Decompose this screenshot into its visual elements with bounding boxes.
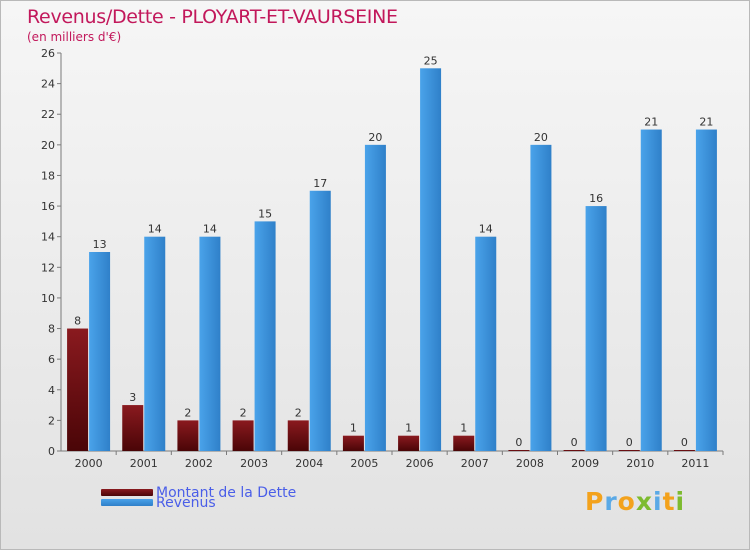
data-label-revenus: 15	[258, 207, 272, 220]
bar-revenus	[420, 68, 442, 452]
x-tick-label: 2006	[406, 457, 434, 470]
y-tick-label: 22	[41, 108, 55, 121]
data-label-dette: 2	[184, 406, 191, 419]
data-label-dette: 0	[681, 436, 688, 449]
data-label-dette: 3	[129, 391, 136, 404]
bar-revenus	[199, 236, 221, 451]
data-label-revenus: 25	[424, 54, 438, 67]
x-tick-label: 2010	[626, 457, 654, 470]
bar-dette	[508, 450, 530, 451]
bar-dette	[453, 435, 475, 451]
bar-dette	[673, 450, 695, 451]
bar-dette	[177, 420, 199, 451]
legend-label-revenus: Revenus	[156, 495, 216, 511]
y-tick-label: 10	[41, 292, 55, 305]
bar-dette	[398, 435, 420, 451]
data-label-revenus: 21	[699, 116, 713, 129]
bar-revenus	[309, 190, 331, 451]
data-label-revenus: 20	[534, 131, 548, 144]
bar-dette	[342, 435, 364, 451]
x-tick-label: 2005	[350, 457, 378, 470]
bar-revenus	[364, 144, 386, 451]
data-label-revenus: 14	[148, 223, 162, 236]
y-tick-label: 14	[41, 231, 55, 244]
x-tick-label: 2008	[516, 457, 544, 470]
data-label-revenus: 17	[313, 177, 327, 190]
legend-swatch-revenus	[101, 499, 153, 506]
y-tick-label: 26	[41, 47, 55, 60]
data-label-dette: 1	[350, 422, 357, 435]
bar-revenus	[89, 252, 111, 451]
data-label-revenus: 14	[479, 223, 493, 236]
x-tick-label: 2000	[75, 457, 103, 470]
x-tick-label: 2007	[461, 457, 489, 470]
data-label-dette: 1	[405, 422, 412, 435]
bar-revenus	[530, 144, 552, 451]
y-tick-label: 16	[41, 200, 55, 213]
data-label-revenus: 21	[644, 116, 658, 129]
bar-revenus	[640, 129, 662, 452]
y-tick-label: 20	[41, 139, 55, 152]
proxiti-logo: Proxiti	[585, 487, 686, 516]
x-tick-label: 2003	[240, 457, 268, 470]
bar-dette	[232, 420, 254, 451]
chart-title: Revenus/Dette - PLOYART-ET-VAURSEINE	[27, 6, 398, 28]
y-tick-label: 18	[41, 169, 55, 182]
data-label-revenus: 13	[93, 238, 107, 251]
data-label-dette: 8	[74, 315, 81, 328]
data-label-dette: 2	[240, 406, 247, 419]
y-tick-label: 8	[48, 323, 55, 336]
bar-revenus	[585, 206, 607, 451]
x-tick-label: 2004	[295, 457, 323, 470]
bar-dette	[618, 450, 640, 451]
bar-revenus	[475, 236, 497, 451]
x-tick-label: 2009	[571, 457, 599, 470]
bar-dette	[563, 450, 585, 451]
legend-label-dette: Montant de la Dette	[156, 485, 297, 501]
bar-dette	[67, 328, 89, 451]
data-label-revenus: 20	[368, 131, 382, 144]
data-label-dette: 1	[460, 422, 467, 435]
y-tick-label: 0	[48, 445, 55, 458]
y-tick-label: 6	[48, 353, 55, 366]
bar-dette	[122, 405, 144, 451]
legend-swatch-dette	[101, 489, 153, 496]
data-label-dette: 0	[515, 436, 522, 449]
data-label-dette: 0	[571, 436, 578, 449]
data-label-dette: 2	[295, 406, 302, 419]
data-label-revenus: 16	[589, 192, 603, 205]
y-tick-label: 2	[48, 414, 55, 427]
data-label-dette: 0	[626, 436, 633, 449]
x-tick-label: 2002	[185, 457, 213, 470]
bar-revenus	[254, 221, 276, 451]
data-label-revenus: 14	[203, 223, 217, 236]
y-tick-label: 4	[48, 384, 55, 397]
x-tick-label: 2011	[681, 457, 709, 470]
x-tick-label: 2001	[130, 457, 158, 470]
y-tick-label: 24	[41, 78, 55, 91]
chart-subtitle: (en milliers d'€)	[27, 30, 122, 44]
bar-dette	[287, 420, 309, 451]
bar-revenus	[695, 129, 717, 452]
bar-revenus	[144, 236, 166, 451]
y-tick-label: 12	[41, 261, 55, 274]
